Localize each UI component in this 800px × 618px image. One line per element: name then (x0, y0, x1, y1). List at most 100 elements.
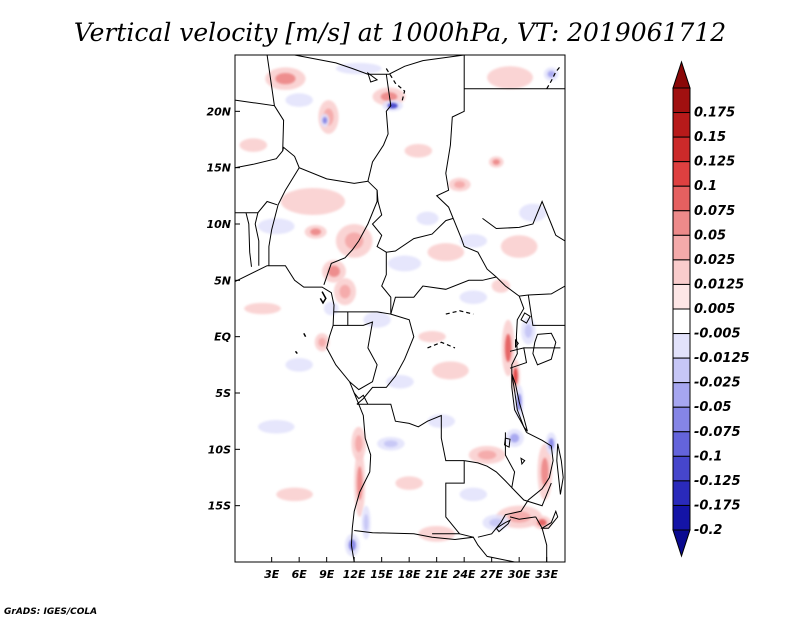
colorbar-swatch (672, 382, 691, 408)
figure-title: Vertical velocity [m/s] at 1000hPa, VT: … (74, 18, 726, 47)
colorbar-bottom-arrow (672, 529, 691, 558)
updraft-area (276, 487, 313, 502)
x-tick-label: 21E (425, 568, 448, 581)
country-border (509, 516, 536, 520)
colorbar-swatch (672, 185, 691, 212)
grads-credit: GrADS: IGES/COLA (4, 607, 97, 617)
downdraft-area (519, 203, 547, 222)
lake-outline (366, 71, 379, 83)
colorbar-label: -0.2 (694, 523, 722, 538)
downdraft-area (521, 317, 536, 345)
y-tick-label: 15N (206, 162, 231, 175)
field-core (380, 92, 398, 102)
updraft-area (418, 331, 446, 343)
downdraft-area (361, 505, 371, 540)
field-core (454, 181, 466, 188)
updraft-area (487, 66, 533, 89)
river-segment (427, 341, 456, 349)
colorbar-label: -0.005 (694, 327, 741, 342)
field-halo (500, 235, 538, 258)
lake-outline (495, 519, 512, 533)
y-tick-label: 15S (208, 500, 231, 513)
colorbar-label: -0.125 (694, 474, 741, 489)
y-tick-label: 20N (206, 105, 231, 118)
colorbar-label: -0.175 (694, 498, 741, 513)
colorbar-swatch (672, 308, 691, 335)
colorbar-label: -0.025 (694, 376, 741, 391)
island-outline (294, 350, 298, 355)
country-border (268, 167, 300, 266)
country-border (294, 55, 465, 75)
x-tick-label: 3E (264, 568, 280, 581)
river-segment (445, 310, 474, 315)
river-segment (546, 65, 561, 90)
field-halo (257, 420, 295, 434)
downdraft-area (257, 420, 295, 434)
country-border (354, 530, 515, 562)
updraft-area (322, 260, 346, 283)
field-core (318, 337, 326, 347)
field-core (348, 539, 357, 551)
x-tick-label: 27E (480, 568, 503, 581)
island-outline (303, 332, 307, 338)
lake-outline (520, 312, 531, 324)
lake-outline (503, 437, 511, 448)
colorbar-label: 0.075 (694, 204, 735, 219)
colorbar-swatch (672, 455, 691, 482)
field-core (363, 514, 369, 532)
field-halo (491, 279, 511, 293)
lake-outline (515, 338, 519, 349)
colorbar-swatch (672, 333, 691, 359)
field-halo (519, 203, 547, 222)
x-tick-label: 9E (319, 568, 335, 581)
updraft-area (395, 476, 423, 490)
downdraft-area (543, 67, 559, 81)
updraft-area (491, 279, 511, 293)
field-halo (280, 187, 345, 215)
country-border (235, 105, 285, 169)
country-border (245, 212, 252, 267)
field-core (509, 433, 520, 443)
colorbar-top-arrow (672, 60, 691, 89)
field-halo (257, 218, 295, 235)
country-border (464, 432, 516, 489)
field-core (477, 450, 497, 460)
field-core (507, 511, 531, 523)
updraft-area (537, 443, 553, 501)
geography-outlines (235, 55, 565, 562)
x-tick-label: 30E (508, 568, 531, 581)
downdraft-area (388, 255, 422, 272)
river-segment (385, 68, 406, 103)
field-halo (395, 476, 423, 490)
colorbar-swatch (672, 504, 691, 531)
country-border (482, 200, 565, 242)
colorbar-swatch (672, 480, 691, 506)
field-halo (416, 211, 439, 226)
y-tick-label: 5N (214, 274, 231, 287)
colorbar-swatch (672, 406, 691, 433)
country-border (535, 516, 548, 562)
updraft-area (335, 224, 373, 258)
updraft-area (239, 138, 268, 152)
y-tick-label: 10S (208, 443, 231, 456)
downdraft-area (459, 290, 488, 304)
country-border (347, 321, 378, 391)
colorbar-label: -0.05 (694, 400, 731, 415)
colorbar-label: 0.05 (694, 228, 726, 243)
colorbar-swatch (672, 87, 691, 114)
country-border (367, 180, 454, 253)
field-core (504, 333, 512, 363)
lake-outline (520, 457, 526, 466)
updraft-area (501, 319, 515, 377)
x-tick-label: 33E (535, 568, 558, 581)
field-halo (244, 302, 281, 315)
country-border (509, 347, 528, 369)
field-core (524, 324, 532, 338)
updraft-area (427, 243, 465, 262)
field-core (548, 438, 554, 450)
y-tick-label: 10N (206, 218, 231, 231)
downdraft-area (416, 211, 439, 226)
field-halo (487, 66, 533, 89)
downdraft-area (459, 234, 488, 248)
updraft-area (468, 445, 506, 464)
